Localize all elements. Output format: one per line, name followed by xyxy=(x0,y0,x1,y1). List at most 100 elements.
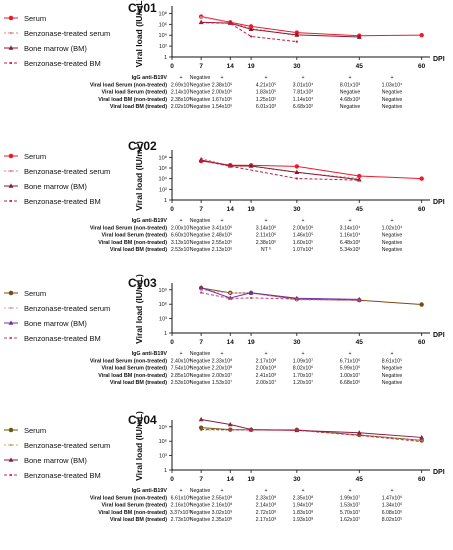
data-point xyxy=(358,299,361,302)
chart-legend: Serum Benzonase-treated serum Bone marrow … xyxy=(4,152,110,206)
data-point xyxy=(356,430,362,435)
table-cell: + xyxy=(301,218,304,224)
table-cell: 2.14x10⁷ xyxy=(171,90,191,96)
table-cell: Negative xyxy=(190,247,211,253)
table-cell: Negative xyxy=(382,97,403,103)
data-point xyxy=(200,15,203,19)
y-tick-label: 10⁴ xyxy=(159,176,168,183)
table-cell: 6.68x10² xyxy=(293,104,313,110)
y-axis-label: Viral load (IU/mL) xyxy=(134,141,144,211)
chart-title: Cy03 xyxy=(128,276,157,290)
data-table: IgG anti-B19V Negative + + + + + + Viral load Se… xyxy=(90,218,403,253)
legend-marker xyxy=(8,290,14,296)
table-cell: Negative xyxy=(382,90,403,96)
table-cell: + xyxy=(301,488,304,494)
table-row-label: Viral load BM (non-treated) xyxy=(98,240,167,246)
x-tick-label: 7 xyxy=(199,476,203,483)
table-cell: Negative xyxy=(190,373,211,379)
table-cell: Negative xyxy=(382,247,403,253)
table-cell: Negative xyxy=(382,104,403,110)
table-cell: Negative xyxy=(190,233,211,239)
table-cell: 2.73x10⁸ xyxy=(171,517,192,523)
chart-title: Cy02 xyxy=(128,139,157,153)
legend-marker xyxy=(8,457,14,462)
table-cell: 1.99x10⁷ xyxy=(340,495,360,501)
legend-label: Serum xyxy=(24,14,46,23)
series-line xyxy=(201,287,422,306)
table-cell: Negative xyxy=(190,380,211,386)
table-cell: 4.68x10³ xyxy=(340,97,360,103)
x-tick-label: 60 xyxy=(418,339,426,346)
table-row-label: Viral load BM (treated) xyxy=(110,380,167,386)
series-benzonase-treated-bm xyxy=(200,291,361,302)
table-cell: 1.14x10⁴ xyxy=(293,97,314,103)
chart-title: Cy04 xyxy=(128,413,157,427)
data-point xyxy=(229,297,232,300)
legend-label: Benzonase-treated serum xyxy=(24,441,110,450)
table-cell: + xyxy=(220,351,223,357)
series-line xyxy=(201,159,360,181)
data-point xyxy=(229,291,232,295)
data-point xyxy=(229,22,232,25)
data-point xyxy=(200,159,203,162)
table-cell: 3.41x10⁶ xyxy=(212,225,233,231)
table-cell: 5.99x10⁶ xyxy=(340,366,361,372)
legend-label: Bone marrow (BM) xyxy=(24,44,87,53)
series-line xyxy=(201,157,360,179)
table-cell: NT ᵇ xyxy=(261,247,271,253)
table-cell: 1.25x10⁵ xyxy=(256,97,277,103)
data-point xyxy=(198,416,204,422)
table-cell: + xyxy=(179,218,182,224)
x-tick-label: 45 xyxy=(356,476,364,483)
table-cell: 3.02x10⁹ xyxy=(212,510,233,516)
legend-marker xyxy=(8,15,14,21)
legend-marker xyxy=(9,61,13,65)
series-benzonase-treated-serum xyxy=(200,157,361,180)
table-cell: Negative xyxy=(190,495,211,501)
table-cell: 2.16x10⁸ xyxy=(171,503,192,509)
table-cell: + xyxy=(301,75,304,81)
table-cell: 2.14x10⁸ xyxy=(256,503,277,509)
table-cell: 1.09x10⁷ xyxy=(293,358,313,364)
data-point xyxy=(419,302,424,307)
x-tick-label: 60 xyxy=(418,206,426,213)
table-cell: 2.13x10⁶ xyxy=(212,247,233,253)
table-cell: 1.07x10⁴ xyxy=(293,247,314,253)
series-line xyxy=(201,22,297,43)
table-cell: Negative xyxy=(382,380,403,386)
table-cell: Negative xyxy=(190,225,211,231)
y-tick-label: 10³ xyxy=(159,454,167,460)
table-cell: + xyxy=(179,351,182,357)
table-cell: 8.02x10⁵ xyxy=(382,517,403,523)
table-cell: + xyxy=(390,351,393,357)
data-point xyxy=(248,24,254,29)
table-cell: 3.13x10⁷ xyxy=(171,240,191,246)
data-point xyxy=(356,34,362,39)
chart-legend: Serum Benzonase-treated serum Bone marrow … xyxy=(4,426,110,480)
x-tick-label: 14 xyxy=(227,476,235,483)
series-line xyxy=(201,289,360,301)
table-cell: + xyxy=(220,75,223,81)
legend-marker xyxy=(8,45,14,50)
series-bone-marrow-bm xyxy=(198,157,362,182)
table-cell: 8.01x10³ xyxy=(340,82,360,88)
data-point xyxy=(229,165,232,168)
x-tick-label: 7 xyxy=(199,63,203,70)
table-cell: 2.11x10⁶ xyxy=(256,233,276,239)
series-serum xyxy=(198,285,424,307)
table-cell: + xyxy=(264,488,267,494)
table-cell: Negative xyxy=(190,218,211,224)
table-cell: 7.54x10⁸ xyxy=(171,366,192,372)
table-cell: + xyxy=(301,351,304,357)
table-cell: 1.62x10⁷ xyxy=(340,517,360,523)
data-point xyxy=(200,291,203,294)
data-point xyxy=(357,173,362,179)
table-cell: + xyxy=(264,75,267,81)
y-tick-label: 1 xyxy=(164,55,167,61)
legend-label: Serum xyxy=(24,426,46,435)
x-axis-unit-label: DPI xyxy=(433,199,445,206)
table-cell: 5.34x10³ xyxy=(340,247,360,253)
table-cell: 3.14x10⁴ xyxy=(340,225,361,231)
